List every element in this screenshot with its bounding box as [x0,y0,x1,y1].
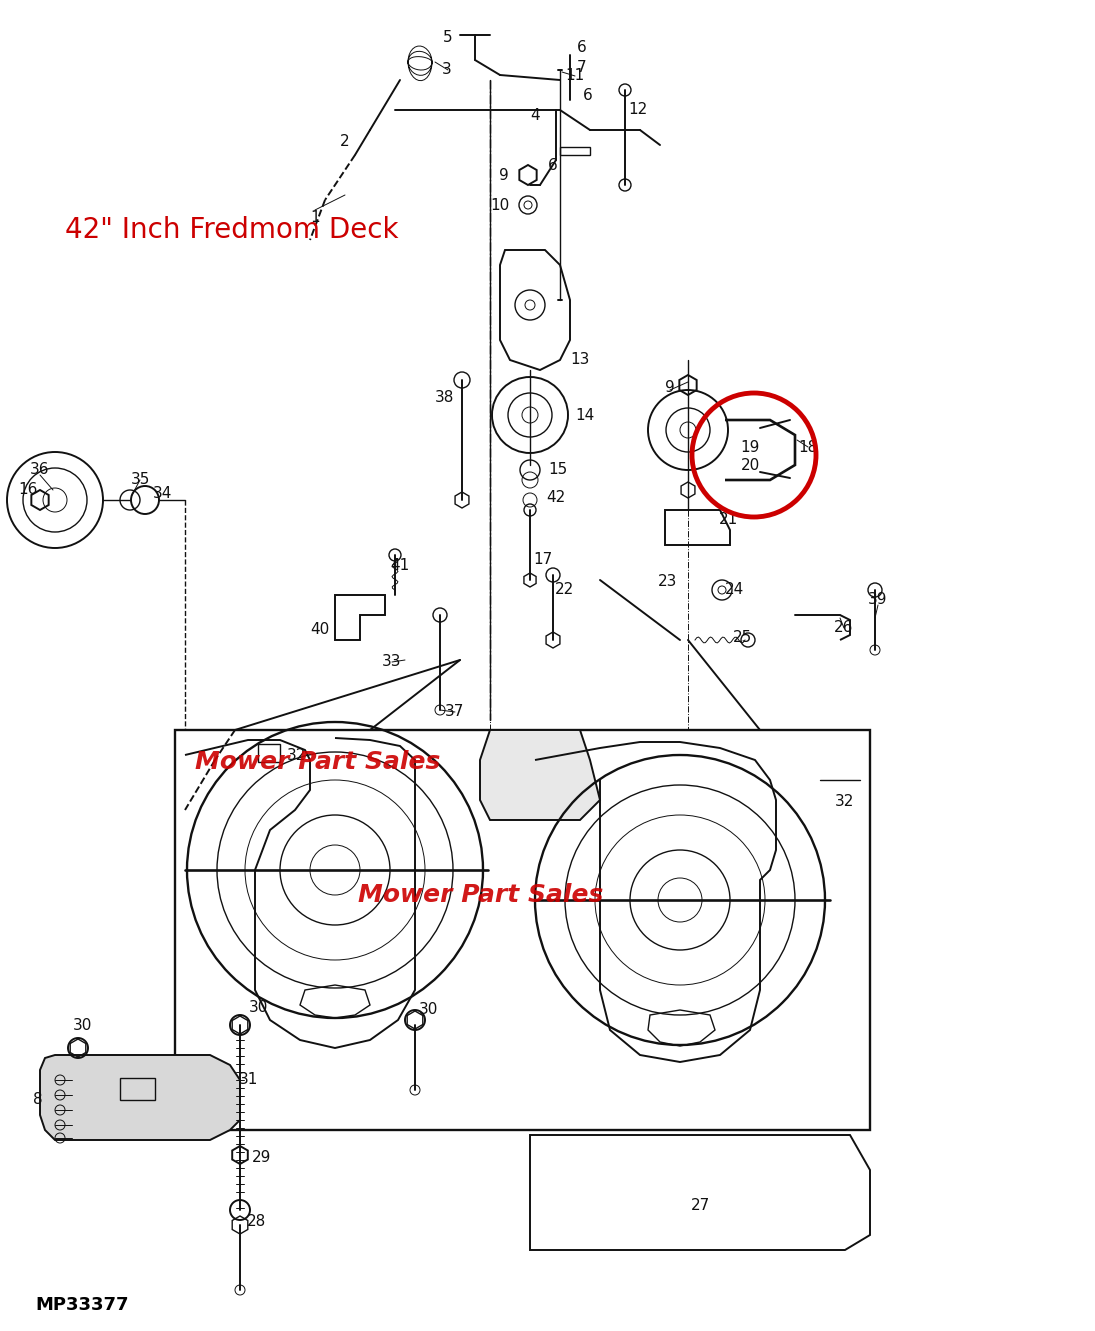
Text: 39: 39 [868,592,888,607]
Text: 30: 30 [72,1017,92,1033]
Text: 17: 17 [533,552,553,567]
Text: 34: 34 [152,487,172,502]
Bar [258,744,280,763]
Text: 10: 10 [491,197,509,213]
Text: Mower Part Sales: Mower Part Sales [358,882,603,906]
Polygon shape [480,729,600,820]
Text: 7: 7 [577,60,587,76]
Text: 6: 6 [584,88,592,102]
Text: 27: 27 [690,1198,710,1213]
Text: Mower Part Sales: Mower Part Sales [195,749,440,775]
Text: 26: 26 [834,620,854,635]
Text: 1: 1 [310,210,320,225]
Text: 9: 9 [499,168,509,182]
Text: 6: 6 [549,157,557,173]
Text: 18: 18 [798,439,818,454]
Text: 4: 4 [530,108,540,122]
Text: 42: 42 [546,491,566,506]
Text: 30: 30 [249,1001,267,1016]
Text: 11: 11 [565,68,585,84]
Text: 24: 24 [725,583,744,598]
Text: 5: 5 [443,31,453,45]
Text: 29: 29 [252,1150,272,1166]
Text: MP33377: MP33377 [35,1296,128,1314]
Text: 6: 6 [577,40,587,56]
Text: 30: 30 [418,1002,438,1017]
Text: 3: 3 [442,63,452,77]
Text: 37: 37 [446,704,464,720]
Text: 20: 20 [740,458,760,474]
Text: 21: 21 [718,512,738,527]
Text: 31: 31 [239,1073,257,1087]
Text: 25: 25 [733,631,751,646]
Text: 14: 14 [575,407,595,422]
Text: 36: 36 [31,462,49,478]
Text: 13: 13 [570,353,590,367]
Text: 42" Inch Fredmom Deck: 42" Inch Fredmom Deck [65,216,399,244]
Text: 32: 32 [286,748,306,763]
Text: 8: 8 [33,1093,43,1107]
Text: 16: 16 [19,483,37,498]
Text: 33: 33 [382,655,402,669]
Text: 2: 2 [341,134,349,149]
Text: 35: 35 [130,473,150,487]
Text: 9: 9 [665,381,675,395]
Text: 22: 22 [555,583,575,598]
Bar [120,1078,155,1099]
Text: 38: 38 [436,390,454,406]
Bar [560,146,590,154]
Text: 28: 28 [246,1214,266,1230]
Text: 15: 15 [549,462,567,478]
Text: 12: 12 [629,102,647,117]
Text: 40: 40 [310,623,330,638]
Polygon shape [41,1055,240,1139]
Text: 41: 41 [391,558,410,572]
Text: 23: 23 [658,575,678,590]
Text: 32: 32 [834,795,854,809]
Text: 19: 19 [740,441,760,455]
